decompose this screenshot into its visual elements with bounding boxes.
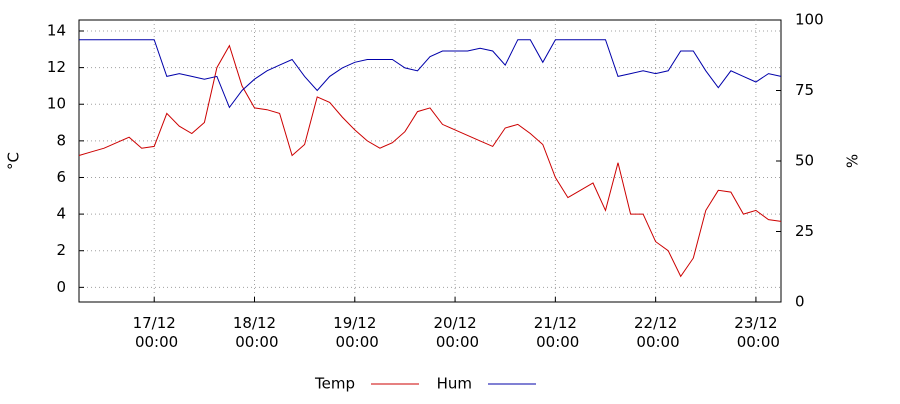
y-tick-label: 8: [56, 131, 66, 149]
y-tick-label: 6: [56, 168, 66, 186]
y-axis-label: °C: [5, 152, 23, 170]
legend-label: Temp: [314, 375, 355, 393]
x-tick-label: 17/12 00:00: [130, 314, 178, 351]
x-tick-label: 22/12 00:00: [632, 314, 680, 351]
y2-tick-label: 75: [795, 81, 814, 99]
y2-tick-label: 50: [795, 152, 814, 170]
y-tick-label: 0: [56, 278, 66, 296]
x-tick-label: 18/12 00:00: [231, 314, 279, 351]
plot-frame: [78, 19, 782, 303]
y2-axis-label: %: [844, 154, 862, 168]
y-tick-label: 14: [47, 21, 66, 39]
y2-tick-label: 0: [795, 293, 805, 311]
x-tick-label: 20/12 00:00: [431, 314, 479, 351]
y2-tick-label: 100: [795, 11, 824, 29]
y-tick-label: 12: [47, 58, 66, 76]
y-tick-label: 2: [56, 241, 66, 259]
x-tick-label: 23/12 00:00: [732, 314, 780, 351]
y-tick-label: 4: [56, 205, 66, 223]
x-tick-label: 19/12 00:00: [331, 314, 379, 351]
legend-label: Hum: [437, 375, 472, 393]
y2-tick-label: 25: [795, 222, 814, 240]
series-line: [78, 44, 782, 278]
x-tick-label: 21/12 00:00: [531, 314, 579, 351]
y-tick-label: 10: [47, 95, 66, 113]
series-line: [79, 39, 782, 109]
